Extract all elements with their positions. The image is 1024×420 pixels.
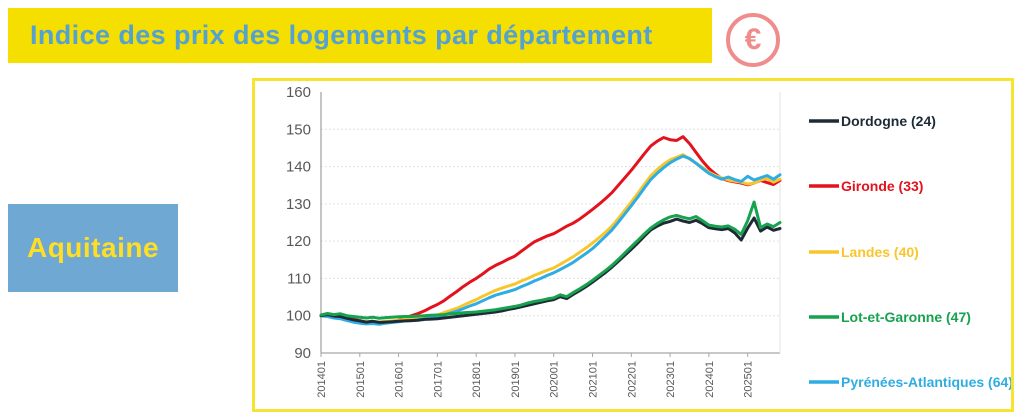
page-title: Indice des prix des logements par départ… [30,20,653,50]
y-axis-label: 150 [286,121,311,138]
x-axis-label: 201801 [471,361,483,398]
region-label-box: Aquitaine [8,204,178,292]
legend-label-dordogne: Dordogne (24) [841,113,936,129]
x-axis-label: 201701 [432,361,444,398]
x-axis-label: 201901 [510,361,522,398]
y-axis-label: 140 [286,159,311,176]
legend-item-lot-et-garonne: Lot-et-Garonne (47) [809,309,971,325]
legend-item-pyrenees-atlantiques: Pyrénées-Atlantiques (64) [809,374,1011,390]
series-line-gironde [319,135,782,325]
legend-item-dordogne: Dordogne (24) [809,113,936,129]
y-axis-label: 90 [294,345,311,362]
legend-label-lot-et-garonne: Lot-et-Garonne (47) [841,309,971,325]
x-axis-label: 202101 [588,361,600,398]
legend-label-gironde: Gironde (33) [841,178,923,194]
region-label: Aquitaine [26,232,160,263]
legend-item-gironde: Gironde (33) [809,178,923,194]
y-axis-label: 100 [286,308,311,325]
chart-panel: 160 150 140 130 120 110 100 90 201401 201501 20160… [252,78,1014,412]
x-axis-label: 201401 [316,361,328,398]
euro-icon: € [726,13,780,67]
x-axis-label: 202001 [549,361,561,398]
y-axis-label: 160 [286,84,311,101]
price-index-chart: 160 150 140 130 120 110 100 90 201401 201501 20160… [286,84,1011,398]
title-banner: Indice des prix des logements par départ… [8,8,712,63]
legend-label-pyrenees-atlantiques: Pyrénées-Atlantiques (64) [841,374,1011,390]
y-axis-label: 130 [286,196,311,213]
x-axis-label: 201501 [355,361,367,398]
series-line-dordogne [319,216,782,324]
legend-label-landes: Landes (40) [841,244,919,260]
euro-icon-glyph: € [744,23,762,56]
series-line-lot-et-garonne [319,200,782,320]
x-axis-label: 202501 [743,361,755,398]
x-axis-label: 202401 [704,361,716,398]
x-axis-label: 202301 [665,361,677,398]
legend-item-landes: Landes (40) [809,244,919,260]
y-axis-label: 110 [287,270,311,287]
x-axis-label: 201601 [394,361,406,398]
x-axis-label: 202201 [626,361,638,398]
y-axis-label: 120 [286,233,311,250]
